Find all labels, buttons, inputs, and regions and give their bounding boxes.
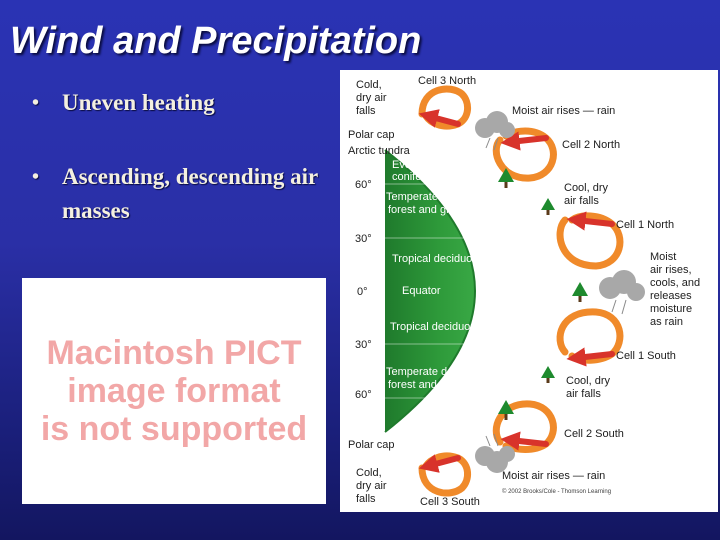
air-label: Moist air rises — rain (502, 470, 605, 482)
cell1-south-arrow (556, 308, 624, 364)
zone-tropical-deciduous-south: Tropical deciduous forest (390, 321, 513, 333)
zone-evergreen: Evergreen (392, 159, 443, 171)
air-label: air rises, (650, 264, 692, 276)
zone-desert-north: Desert (500, 223, 532, 235)
tree-icon (498, 400, 514, 420)
air-label: Moist air rises — rain (512, 105, 615, 117)
air-label: falls (356, 105, 376, 117)
cell-label: Cell 1 South (616, 350, 676, 362)
latitude-label: 30° (355, 339, 372, 351)
zone-desert-south: Desert (488, 351, 520, 363)
bullet-dot-icon: • (32, 166, 40, 188)
air-label: air falls (566, 388, 601, 400)
air-label: falls (356, 493, 376, 505)
zone-polar-cap-south: Polar cap (348, 439, 394, 451)
trees (498, 168, 588, 420)
zone-equator: Equator (402, 285, 441, 297)
air-label: air falls (564, 195, 599, 207)
cell-arrows (418, 85, 624, 497)
zone-polar-cap-north: Polar cap (348, 129, 394, 141)
cell2-south-arrow (492, 400, 557, 453)
cell-label: Cell 3 North (418, 75, 476, 87)
tree-icon (541, 198, 555, 215)
slide-title: Wind and Precipitation (10, 20, 422, 62)
latitude-label: 60° (355, 179, 372, 191)
air-label: Cold, (356, 79, 382, 91)
air-label: cools, and (650, 277, 700, 289)
unsupported-image-message: Macintosh PICT image format is not suppo… (40, 334, 308, 448)
bullet-list: • Uneven heating • Ascending, descending… (28, 86, 328, 228)
latitude-label: 30° (355, 233, 372, 245)
latitude-label: 60° (355, 389, 372, 401)
unsupported-image-placeholder: Macintosh PICT image format is not suppo… (22, 278, 326, 504)
cell-label: Cell 3 South (420, 496, 480, 508)
circulation-svg: 60° 30° 0° 30° 60° Polar cap Arctic tund… (340, 75, 700, 508)
cell-label: Cell 1 North (616, 219, 674, 231)
cell2-north-arrow (492, 127, 557, 182)
atmospheric-circulation-diagram: 60° 30° 0° 30° 60° Polar cap Arctic tund… (340, 70, 718, 512)
cell1-north-arrow (556, 212, 624, 270)
polar-cap-south (340, 436, 430, 452)
air-label: Cool, dry (566, 375, 611, 387)
bullet-item: • Uneven heating (28, 86, 328, 120)
air-label: releases (650, 290, 692, 302)
air-label: dry air (356, 92, 387, 104)
rain-streaks (485, 137, 627, 447)
zone-temperate-south: Temperate deciduous (386, 366, 492, 378)
bullet-text: Uneven heating (62, 90, 215, 115)
cloud-icon (599, 270, 645, 301)
bullet-text: Ascending, descending air masses (62, 164, 318, 223)
latitude-label: 0° (357, 286, 368, 298)
zone-arctic-tundra: Arctic tundra (348, 145, 411, 157)
zone-temperate-north: Temperate deciduous (386, 191, 492, 203)
cloud-icon (475, 111, 515, 138)
zone-temperate-south: forest and grassland (388, 379, 488, 391)
bullet-item: • Ascending, descending air masses (28, 160, 328, 228)
zone-evergreen: coniferous forest (392, 171, 473, 183)
polar-cap-north (340, 132, 430, 148)
tree-icon (498, 168, 514, 188)
air-label: as rain (650, 316, 683, 328)
cell-label: Cell 2 North (562, 139, 620, 151)
zone-tropical-deciduous-north: Tropical deciduous forest (392, 253, 515, 265)
cell-label: Cell 2 South (564, 428, 624, 440)
air-label: moisture (650, 303, 692, 315)
tree-icon (541, 366, 555, 383)
air-label: Cool, dry (564, 182, 609, 194)
air-label: dry air (356, 480, 387, 492)
tree-icon (572, 282, 588, 302)
zone-temperate-north: forest and grassland (388, 204, 488, 216)
bullet-dot-icon: • (32, 92, 40, 114)
air-label: Cold, (356, 467, 382, 479)
rain-clouds (475, 111, 645, 473)
latitude-lines (385, 183, 535, 399)
air-label: Moist (650, 251, 676, 263)
copyright-credit: © 2002 Brooks/Cole - Thomson Learning (502, 488, 611, 495)
zone-tropical-rain: Tropical (486, 278, 525, 290)
zone-tropical-rain: rain forest (486, 290, 535, 302)
cloud-icon (475, 446, 515, 473)
